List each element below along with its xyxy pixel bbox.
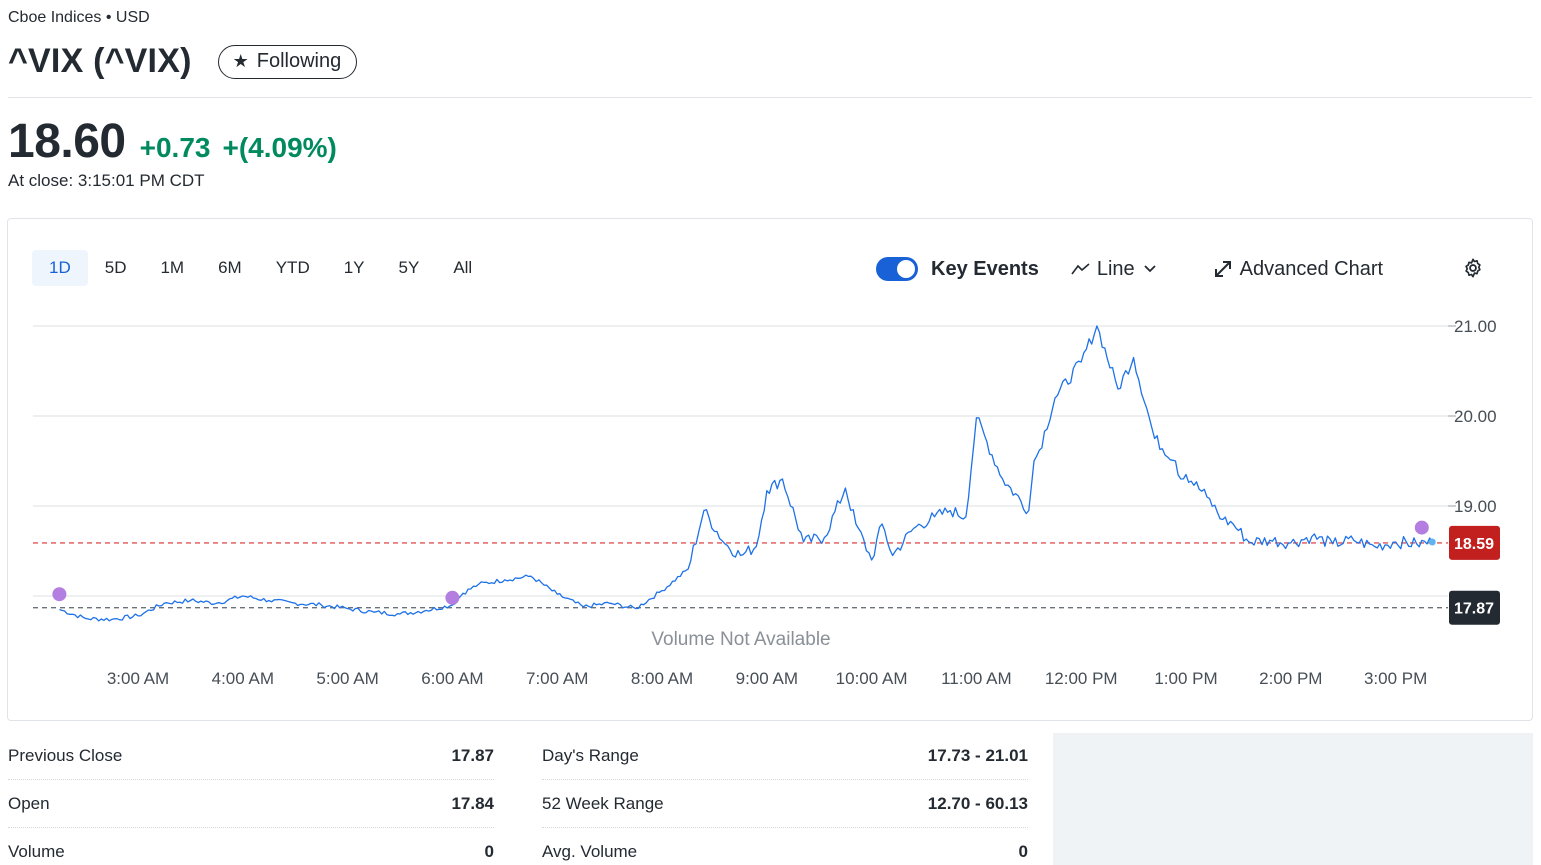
range-tab-1m[interactable]: 1M (160, 258, 185, 277)
exchange-label: Cboe Indices • USD (8, 9, 150, 26)
stat-value: 0 (484, 841, 494, 861)
y-tick-label: 20.00 (1454, 407, 1497, 426)
key-event-marker (52, 587, 67, 602)
key-events-label: Key Events (931, 257, 1039, 280)
stat-row: Volume 0 (8, 828, 494, 865)
key-event-marker (445, 590, 460, 605)
stat-row: Avg. Volume 0 (542, 828, 1028, 865)
toggle-knob (897, 260, 915, 278)
x-tick-label: 3:00 AM (107, 669, 169, 688)
chart-type-label: Line (1096, 257, 1135, 280)
star-icon: ★ (232, 51, 249, 71)
chart-card: 1D 5D 1M 6M YTD 1Y 5Y All Key Events Line Advan… (7, 218, 1533, 721)
settings-gear-icon[interactable] (1462, 257, 1484, 279)
stat-value: 17.84 (451, 793, 494, 813)
stat-row: Day's Range 17.73 - 21.01 (542, 732, 1028, 780)
price-change: +0.73 (139, 132, 211, 163)
close-time: At close: 3:15:01 PM CDT (8, 171, 205, 190)
expand-icon (1214, 261, 1231, 277)
chevron-down-icon (1144, 265, 1156, 273)
stats-right-column: Day's Range 17.73 - 21.01 52 Week Range 12.… (542, 732, 1028, 865)
stat-label: 52 Week Range (542, 793, 664, 813)
stat-label: Avg. Volume (542, 841, 638, 861)
x-tick-label: 9:00 AM (736, 669, 798, 688)
key-event-marker (1414, 520, 1429, 535)
x-tick-label: 12:00 PM (1045, 669, 1118, 688)
line-chart-icon (1071, 263, 1090, 275)
stat-label: Open (8, 793, 50, 813)
chart-type-dropdown[interactable]: Line (1071, 258, 1156, 281)
stats-left-column: Previous Close 17.87 Open 17.84 Volume 0 (8, 732, 494, 865)
y-tick-label: 21.00 (1454, 317, 1497, 336)
stat-label: Day's Range (542, 745, 639, 765)
stat-value: 17.87 (451, 745, 494, 765)
previous-close-badge (1449, 590, 1500, 625)
x-tick-label: 3:00 PM (1364, 669, 1427, 688)
range-tab-all[interactable]: All (453, 258, 473, 277)
price-line (59, 325, 1433, 622)
following-label: Following (256, 50, 342, 72)
advanced-chart-button[interactable]: Advanced Chart (1214, 258, 1383, 281)
chart-toolbar: Key Events Line Advanced Chart (876, 255, 1383, 283)
stat-label: Volume (8, 841, 65, 861)
title-row: ^VIX (^VIX) ★ Following (8, 42, 358, 81)
range-tab-5y[interactable]: 5Y (398, 258, 420, 277)
range-tab-ytd[interactable]: YTD (275, 258, 310, 277)
volume-not-available: Volume Not Available (651, 629, 830, 650)
header-divider (8, 97, 1532, 98)
range-tab-1d[interactable]: 1D (32, 250, 88, 286)
stat-value: 12.70 - 60.13 (927, 793, 1028, 813)
x-tick-label: 10:00 AM (836, 669, 908, 688)
quote-row: 18.60 +0.73 +(4.09%) (8, 114, 337, 169)
stat-value: 0 (1018, 841, 1028, 861)
last-price: 18.60 (8, 115, 126, 168)
previous-close-badge-text: 17.87 (1454, 601, 1494, 618)
range-tab-1y[interactable]: 1Y (343, 258, 365, 277)
last-point-marker (1428, 538, 1436, 546)
stat-row: Previous Close 17.87 (8, 732, 494, 780)
x-tick-label: 4:00 AM (212, 669, 274, 688)
x-tick-label: 5:00 AM (316, 669, 378, 688)
x-tick-label: 1:00 PM (1154, 669, 1217, 688)
last-price-badge-text: 18.59 (1454, 536, 1494, 553)
stat-value: 17.73 - 21.01 (927, 745, 1028, 765)
page-title: ^VIX (^VIX) (8, 42, 192, 80)
stat-row: 52 Week Range 12.70 - 60.13 (542, 780, 1028, 828)
x-tick-label: 2:00 PM (1259, 669, 1322, 688)
key-events-toggle[interactable] (876, 257, 918, 281)
x-tick-label: 8:00 AM (631, 669, 693, 688)
y-tick-label: 19.00 (1454, 497, 1497, 516)
range-tabs: 1D 5D 1M 6M YTD 1Y 5Y All (32, 250, 489, 286)
following-button[interactable]: ★ Following (217, 44, 358, 79)
x-tick-label: 11:00 AM (941, 669, 1012, 688)
stat-label: Previous Close (8, 745, 123, 765)
x-tick-label: 7:00 AM (526, 669, 588, 688)
advanced-chart-label: Advanced Chart (1239, 257, 1384, 280)
ad-placeholder (1053, 733, 1533, 865)
stat-row: Open 17.84 (8, 780, 494, 828)
range-tab-5d[interactable]: 5D (104, 258, 127, 277)
x-tick-label: 6:00 AM (421, 669, 483, 688)
range-tab-6m[interactable]: 6M (218, 258, 242, 277)
last-price-badge (1449, 525, 1500, 560)
price-chart[interactable]: 21.00 20.00 19.00 3:00 AM 4:00 AM 5:00 AM 6:00… (8, 219, 1532, 720)
price-change-percent: +(4.09%) (222, 132, 337, 163)
